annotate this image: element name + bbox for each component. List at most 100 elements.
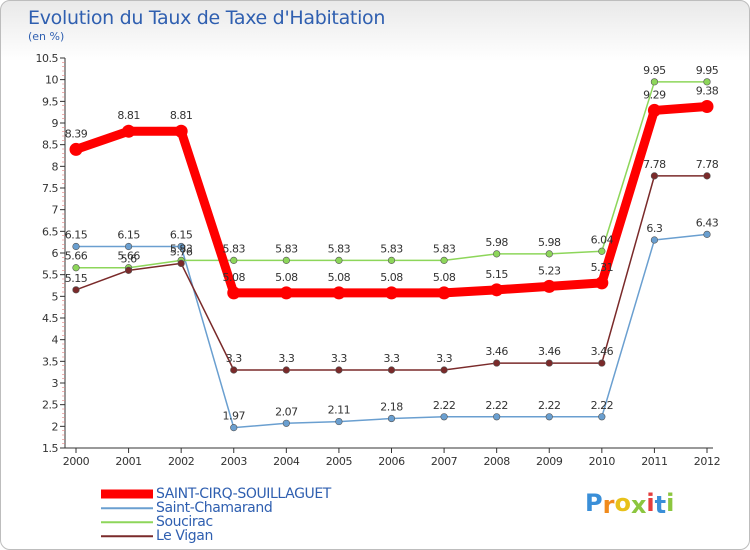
- data-label: 2.22: [538, 399, 561, 412]
- data-label: 3.46: [591, 345, 614, 358]
- data-point: [703, 230, 711, 238]
- data-point: [598, 413, 606, 421]
- data-label: 6.3: [646, 222, 662, 235]
- data-point: [385, 286, 398, 300]
- data-point: [545, 359, 553, 367]
- y-tick-label: 6: [52, 247, 59, 260]
- data-label: 5.66: [65, 250, 88, 263]
- data-point: [124, 242, 133, 251]
- data-point: [493, 359, 501, 367]
- y-tick-label: 7.5: [42, 182, 58, 195]
- data-point: [72, 264, 80, 272]
- data-point: [493, 413, 501, 421]
- data-point: [650, 78, 659, 86]
- data-label: 1.97: [223, 410, 246, 423]
- x-tick-label: 2004: [273, 455, 300, 468]
- y-tick-label: 9: [52, 117, 59, 130]
- data-point: [335, 417, 343, 426]
- data-label: 2.18: [380, 401, 403, 414]
- data-point: [177, 259, 185, 268]
- y-tick-label: 7: [52, 204, 59, 217]
- y-tick-label: 2.5: [42, 399, 58, 412]
- x-tick-label: 2000: [63, 455, 90, 468]
- legend-swatch: [101, 521, 153, 523]
- x-tick-label: 2009: [536, 455, 563, 468]
- data-point: [440, 366, 448, 374]
- data-point: [230, 424, 238, 432]
- y-tick-label: 6.5: [42, 225, 58, 238]
- x-tick-label: 2006: [378, 455, 405, 468]
- data-label: 6.15: [65, 229, 88, 242]
- x-tick-label: 2005: [326, 455, 353, 468]
- data-point: [437, 286, 451, 300]
- x-tick-label: 2002: [168, 455, 194, 468]
- data-point: [335, 256, 343, 264]
- data-point: [227, 286, 241, 300]
- data-label: 2.07: [275, 405, 298, 418]
- line-chart: 1.5 2 2.5 3 3.5 4 4.5 5 5.5 6 6.5 7 7.5 8 8.5 9 9.5 10 10.…: [36, 52, 721, 468]
- y-tick-label: 2: [52, 420, 59, 433]
- data-point: [279, 286, 293, 300]
- data-label: 5.83: [328, 242, 351, 255]
- data-point: [282, 256, 290, 264]
- logo-letter: r: [602, 491, 615, 519]
- legend-label: Le Vigan: [156, 528, 213, 544]
- data-label: 3.3: [436, 352, 452, 365]
- data-label: 8.81: [117, 109, 140, 122]
- chart-legend: SAINT-CIRQ-SOUILLAGUET Saint-Chamarand Sou…: [101, 486, 421, 544]
- data-point: [650, 236, 659, 244]
- data-label: 3.3: [278, 352, 294, 365]
- data-point: [647, 103, 661, 117]
- data-label: 9.95: [643, 64, 666, 77]
- x-tick-label: 2008: [483, 455, 510, 468]
- data-label: 2.11: [328, 404, 351, 417]
- legend-label: SAINT-CIRQ-SOUILLAGUET: [156, 486, 331, 502]
- data-point: [230, 256, 238, 264]
- y-tick-label: 4: [52, 334, 59, 347]
- y-tick-label: 4.5: [42, 312, 58, 325]
- data-point: [598, 247, 606, 255]
- data-label: 5.08: [275, 271, 298, 284]
- x-tick-label: 2003: [221, 455, 248, 468]
- data-point: [490, 283, 504, 297]
- proxiti-logo: Proxiti: [585, 489, 674, 519]
- legend-swatch: [101, 489, 153, 499]
- y-tick-label: 8: [52, 160, 59, 173]
- data-point: [595, 276, 609, 290]
- logo-letter: P: [585, 489, 603, 517]
- data-label: 2.22: [591, 399, 614, 412]
- y-tick-label: 10.5: [36, 52, 59, 65]
- y-tick-label: 5.5: [42, 269, 58, 282]
- data-point: [122, 124, 136, 138]
- legend-swatch: [101, 535, 153, 537]
- y-tick-label: 3: [52, 377, 59, 390]
- data-label: 9.95: [696, 64, 719, 77]
- data-label: 5.98: [538, 236, 561, 249]
- logo-letter: t: [654, 491, 667, 519]
- data-label: 9.38: [696, 85, 719, 98]
- data-label: 3.3: [384, 352, 400, 365]
- y-tick-label: 9.5: [42, 95, 58, 108]
- y-tick-label: 10: [45, 74, 58, 87]
- data-label: 7.78: [696, 158, 719, 171]
- legend-label: Saint-Chamarand: [156, 500, 273, 516]
- data-point: [700, 100, 714, 114]
- data-label: 2.22: [485, 399, 508, 412]
- logo-letter: o: [614, 489, 631, 517]
- data-point: [69, 142, 83, 156]
- data-point: [177, 242, 185, 251]
- data-label: 5.08: [223, 271, 246, 284]
- data-point: [332, 286, 346, 300]
- data-point: [387, 256, 396, 264]
- legend-swatch: [101, 507, 153, 509]
- legend-item: Saint-Chamarand: [101, 500, 421, 516]
- data-point: [282, 419, 290, 427]
- data-label: 7.78: [643, 158, 666, 171]
- data-point: [440, 256, 448, 264]
- data-point: [598, 359, 606, 367]
- data-point: [335, 366, 343, 374]
- data-point: [124, 266, 133, 274]
- data-label: 3.46: [538, 345, 561, 358]
- legend-item: Le Vigan: [101, 528, 421, 544]
- y-tick-label: 3.5: [42, 355, 58, 368]
